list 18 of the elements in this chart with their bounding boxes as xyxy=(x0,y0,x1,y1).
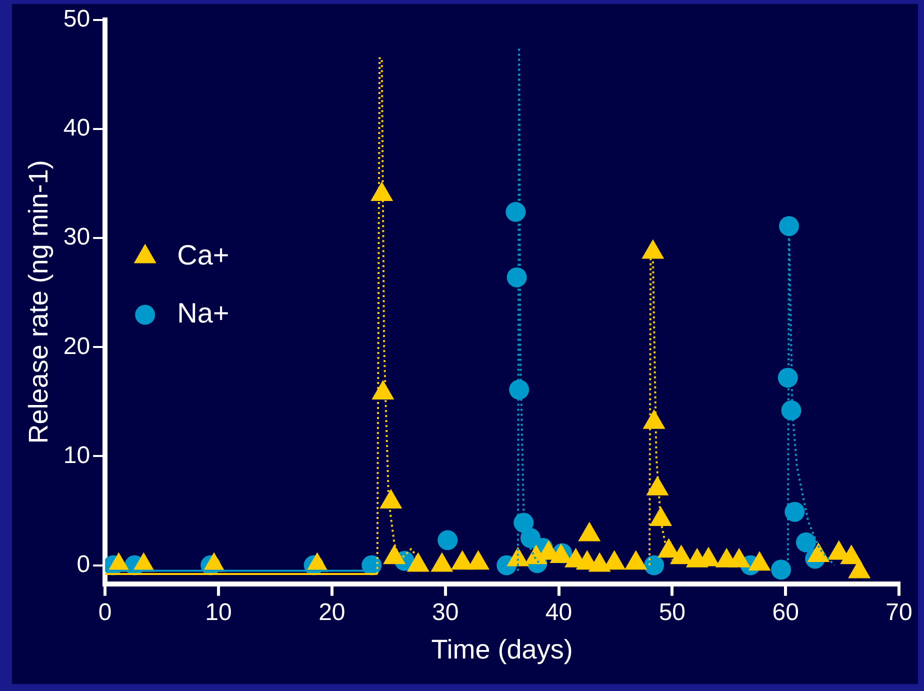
x-tick-label: 60 xyxy=(772,598,799,626)
y-axis-title: Release rate (ng min-1) xyxy=(24,160,54,444)
y-tick-label: 0 xyxy=(76,550,90,578)
x-tick-label: 30 xyxy=(432,598,459,626)
y-tick-label: 30 xyxy=(63,224,90,251)
y-tick-label: 10 xyxy=(63,442,90,469)
x-tick-label: 50 xyxy=(658,598,686,626)
legend-label: Na+ xyxy=(177,298,230,329)
x-tick-label: 70 xyxy=(886,598,912,626)
x-tick-label: 10 xyxy=(205,598,232,626)
legend-label: Ca+ xyxy=(177,240,230,271)
y-tick-label: 50 xyxy=(63,6,90,33)
x-tick-label: 40 xyxy=(545,598,572,626)
y-tick-label: 40 xyxy=(63,114,90,142)
y-tick-label: 20 xyxy=(63,332,90,360)
x-axis-title: Time (days) xyxy=(431,634,573,664)
x-tick-label: 0 xyxy=(98,598,112,626)
x-tick-label: 20 xyxy=(318,598,346,626)
